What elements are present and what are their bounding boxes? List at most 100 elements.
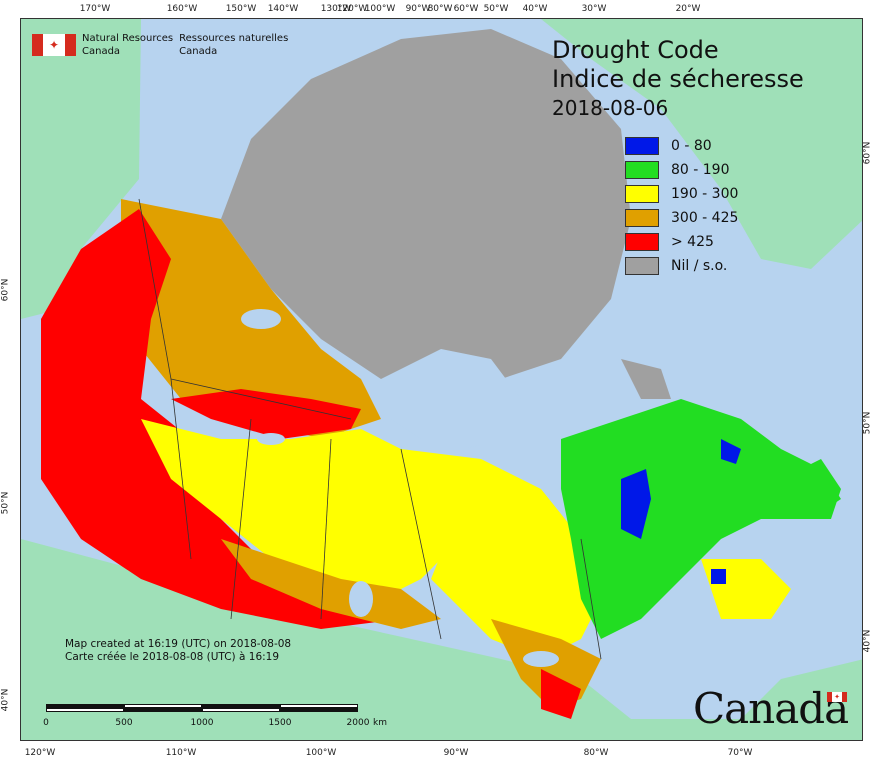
- ontario-red: [541, 669, 581, 719]
- greenland-land: [541, 19, 862, 269]
- lon-tick-bottom: 100°W: [305, 748, 337, 758]
- border-line: [138, 198, 172, 380]
- lake: [241, 309, 281, 329]
- legend-swatch: [625, 137, 659, 155]
- nwt-red: [171, 389, 361, 439]
- lon-tick-top: 150°W: [225, 4, 257, 14]
- lon-tick-top: 160°W: [166, 4, 198, 14]
- scale-label: 1500: [268, 718, 292, 728]
- legend-swatch: [625, 233, 659, 251]
- scale-unit: km: [373, 718, 387, 728]
- scale-bar: 0 500 1000 1500 2000 km: [43, 704, 387, 728]
- prairie-yellow: [141, 419, 461, 599]
- border-line: [400, 448, 442, 640]
- scale-segment: [202, 704, 280, 708]
- legend-item: 300 - 425: [625, 206, 738, 230]
- scale-segment: [124, 708, 202, 712]
- legend-label: > 425: [671, 234, 714, 250]
- lat-tick-left: 60°N: [0, 278, 11, 302]
- map-canvas: [20, 18, 863, 741]
- lon-tick-top: 40°W: [522, 4, 548, 14]
- scale-segment: [46, 708, 124, 712]
- scale-segment: [124, 704, 202, 708]
- arctic-nodata: [221, 29, 631, 399]
- title-english: Drought Code: [552, 36, 719, 64]
- lat-tick-right: 40°N: [862, 629, 873, 653]
- hudson-bay: [381, 349, 521, 449]
- border-line: [320, 438, 332, 620]
- legend-item: 0 - 80: [625, 134, 738, 158]
- scale-segment: [46, 704, 124, 708]
- maritimes-blue: [711, 569, 726, 584]
- scale-segment: [280, 704, 358, 708]
- alaska-land: [21, 19, 141, 319]
- lake: [349, 581, 373, 617]
- labrador-nodata: [621, 359, 671, 399]
- creation-credit: Map created at 16:19 (UTC) on 2018-08-08…: [65, 638, 291, 664]
- lon-tick-top: 50°W: [483, 4, 509, 14]
- credit-fr: Carte créée le 2018-08-08 (UTC) à 16:19: [65, 651, 280, 663]
- scale-label: 0: [43, 718, 49, 728]
- lon-tick-bottom: 70°W: [727, 748, 753, 758]
- prairie-orange: [221, 539, 441, 629]
- lake: [257, 433, 285, 445]
- lon-tick-top: 100°W: [364, 4, 396, 14]
- lon-tick-top: 20°W: [675, 4, 701, 14]
- legend-label: 0 - 80: [671, 138, 712, 154]
- lake: [523, 651, 559, 667]
- legend-label: 300 - 425: [671, 210, 739, 226]
- legend: 0 - 80 80 - 190 190 - 300 300 - 425 > 425 Nil…: [625, 134, 738, 278]
- title-french: Indice de sécheresse: [552, 65, 804, 93]
- lon-tick-bottom: 110°W: [165, 748, 197, 758]
- newfoundland-green: [781, 459, 841, 519]
- lon-tick-top: 130°W: [320, 4, 352, 14]
- canada-flag-icon: ✦: [32, 34, 76, 56]
- lon-tick-top: 170°W: [79, 4, 111, 14]
- lon-tick-top: 30°W: [581, 4, 607, 14]
- scale-label: 500: [115, 718, 133, 728]
- map-date: 2018-08-06: [552, 96, 669, 120]
- scale-segment: [280, 708, 358, 712]
- wordmark-flag-icon: ✦: [827, 692, 847, 702]
- lat-tick-left: 40°N: [0, 688, 11, 712]
- lon-tick-bottom: 120°W: [24, 748, 56, 758]
- lon-tick-top: 120°W: [336, 4, 368, 14]
- lon-tick-bottom: 80°W: [583, 748, 609, 758]
- scale-label: 2000: [346, 718, 370, 728]
- credit-en: Map created at 16:19 (UTC) on 2018-08-08: [65, 638, 292, 650]
- quebec-blue: [621, 469, 651, 539]
- lat-tick-left: 50°N: [0, 491, 11, 515]
- legend-swatch: [625, 161, 659, 179]
- map-title: Drought Code Indice de sécheresse 2018-0…: [552, 36, 804, 122]
- quebec-green: [561, 399, 841, 639]
- agency-name-fr: Ressources naturelles Canada: [179, 33, 289, 57]
- lat-tick-right: 50°N: [862, 411, 873, 435]
- west-red: [41, 209, 401, 629]
- legend-item: 190 - 300: [625, 182, 738, 206]
- legend-swatch: [625, 209, 659, 227]
- usa-land: [21, 539, 862, 740]
- maritimes-yellow: [701, 559, 791, 619]
- scale-segment: [202, 708, 280, 712]
- lat-tick-right: 60°N: [862, 141, 873, 165]
- legend-item: > 425: [625, 230, 738, 254]
- lon-tick-top: 60°W: [453, 4, 479, 14]
- legend-item: Nil / s.o.: [625, 254, 738, 278]
- legend-label: 80 - 190: [671, 162, 730, 178]
- border-line: [170, 378, 352, 420]
- lon-tick-top: 140°W: [267, 4, 299, 14]
- border-line: [230, 418, 252, 620]
- legend-label: Nil / s.o.: [671, 258, 728, 274]
- agency-name-en: Natural Resources Canada: [82, 33, 174, 57]
- lon-tick-bottom: 90°W: [443, 748, 469, 758]
- legend-label: 190 - 300: [671, 186, 739, 202]
- scale-label: 1000: [190, 718, 214, 728]
- agency-signature: ✦ Natural Resources Canada Ressources na…: [32, 32, 288, 58]
- drought-map-graphic: [21, 19, 862, 740]
- labrador-blue: [721, 439, 741, 464]
- legend-swatch: [625, 185, 659, 203]
- canada-wordmark: Canada: [693, 684, 849, 733]
- lon-tick-top: 80°W: [427, 4, 453, 14]
- ontario-yellow: [401, 449, 601, 659]
